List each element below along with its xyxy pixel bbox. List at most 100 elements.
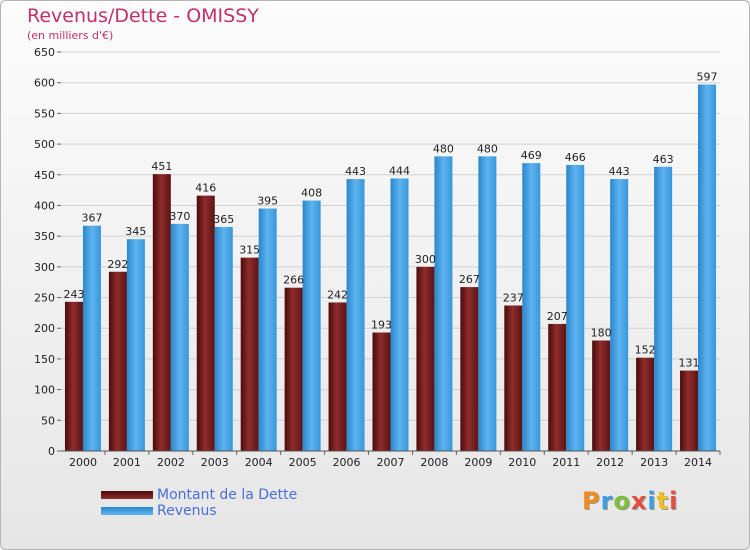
bar-revenue-2012	[610, 179, 629, 451]
data-label-debt-2007: 193	[371, 319, 392, 332]
legend-label-debt: Montant de la Dette	[157, 487, 298, 503]
y-tick-label: 200	[34, 322, 55, 335]
data-label-revenue-2000: 367	[81, 212, 102, 225]
bar-debt-2008	[416, 266, 435, 451]
data-label-debt-2003: 416	[195, 182, 216, 195]
x-tick-label: 2001	[113, 456, 141, 469]
y-tick-label: 600	[34, 77, 55, 90]
x-tick-label: 2007	[377, 456, 405, 469]
bar-debt-2010	[504, 305, 523, 451]
data-label-debt-2013: 152	[635, 344, 656, 357]
y-tick-label: 100	[34, 384, 55, 397]
bar-debt-2014	[680, 370, 699, 451]
data-label-debt-2012: 180	[591, 327, 612, 340]
data-label-revenue-2003: 365	[213, 213, 234, 226]
bar-revenue-2011	[566, 164, 585, 451]
x-tick-label: 2008	[420, 456, 448, 469]
bar-debt-2009	[460, 287, 479, 451]
bar-debt-2001	[108, 271, 127, 451]
y-tick-label: 250	[34, 292, 55, 305]
x-tick-label: 2003	[201, 456, 229, 469]
data-label-revenue-2011: 466	[565, 151, 586, 164]
data-label-revenue-2006: 443	[345, 165, 366, 178]
data-label-debt-2001: 292	[107, 258, 128, 271]
data-label-debt-2002: 451	[151, 160, 172, 173]
data-label-revenue-2005: 408	[301, 187, 322, 200]
bar-revenue-2003	[214, 226, 233, 451]
bar-debt-2013	[636, 357, 655, 451]
data-label-debt-2008: 300	[415, 253, 436, 266]
chart-subtitle: (en milliers d'€)	[27, 29, 114, 42]
data-label-revenue-2001: 345	[125, 225, 146, 238]
x-tick-label: 2002	[157, 456, 185, 469]
legend-swatch-revenue	[101, 507, 153, 515]
y-tick-label: 300	[34, 261, 55, 274]
y-tick-label: 0	[48, 445, 55, 458]
bar-debt-2006	[328, 302, 347, 451]
y-tick-label: 500	[34, 138, 55, 151]
y-tick-label: 650	[34, 46, 55, 59]
data-label-revenue-2008: 480	[433, 142, 454, 155]
bar-debt-2012	[592, 340, 611, 451]
data-label-debt-2009: 267	[459, 273, 480, 286]
x-tick-label: 2013	[640, 456, 668, 469]
bar-revenue-2007	[390, 178, 409, 451]
data-label-revenue-2009: 480	[477, 142, 498, 155]
data-labels: 243 367 292 345 451 370 416 365 315 395 266 408 242 4…	[63, 71, 717, 370]
bar-revenue-2001	[126, 239, 145, 451]
x-tick-label: 2010	[508, 456, 536, 469]
data-label-revenue-2004: 395	[257, 195, 278, 208]
bar-debt-2007	[372, 332, 391, 451]
bar-revenue-2009	[478, 156, 497, 451]
data-label-debt-2005: 266	[283, 274, 304, 287]
bar-revenue-2013	[654, 166, 673, 451]
bar-debt-2004	[240, 257, 259, 451]
data-label-debt-2014: 131	[679, 357, 700, 370]
bar-revenue-2006	[346, 179, 365, 451]
bar-debt-2002	[152, 174, 171, 451]
bars	[64, 84, 717, 452]
bar-revenue-2014	[698, 84, 717, 451]
data-label-revenue-2014: 597	[697, 71, 718, 84]
data-label-debt-2011: 207	[547, 310, 568, 323]
x-tick-label: 2012	[596, 456, 624, 469]
x-tick-label: 2004	[245, 456, 273, 469]
x-axis-ticks: 2000 2001 2002 2003 2004 2005 2006 2007 2008 2009…	[69, 451, 721, 469]
x-tick-label: 2006	[333, 456, 361, 469]
y-tick-label: 350	[34, 230, 55, 243]
data-label-revenue-2010: 469	[521, 149, 542, 162]
legend-label-revenue: Revenus	[157, 503, 217, 519]
data-label-debt-2010: 237	[503, 292, 524, 305]
y-tick-label: 450	[34, 169, 55, 182]
bar-debt-2011	[548, 323, 567, 451]
x-tick-label: 2005	[289, 456, 317, 469]
data-label-revenue-2007: 444	[389, 164, 410, 177]
data-label-debt-2006: 242	[327, 288, 348, 301]
bar-revenue-2002	[170, 223, 189, 451]
bar-debt-2003	[196, 195, 215, 451]
y-tick-label: 400	[34, 199, 55, 212]
data-label-revenue-2002: 370	[169, 210, 190, 223]
bar-revenue-2000	[82, 225, 101, 451]
bar-revenue-2008	[434, 156, 453, 451]
data-label-revenue-2012: 443	[609, 165, 630, 178]
x-tick-label: 2009	[464, 456, 492, 469]
data-label-debt-2004: 315	[239, 244, 260, 257]
chart-title: Revenus/Dette - OMISSY	[27, 5, 259, 27]
legend-swatch-debt	[101, 491, 153, 499]
bar-revenue-2010	[522, 163, 541, 452]
bar-revenue-2004	[258, 208, 277, 451]
y-tick-label: 550	[34, 107, 55, 120]
bar-revenue-2005	[302, 200, 321, 451]
data-label-debt-2000: 243	[63, 288, 84, 301]
x-tick-label: 2000	[69, 456, 97, 469]
proxiti-logo: Proxiti	[582, 487, 679, 515]
y-tick-label: 150	[34, 353, 55, 366]
y-axis-ticks: 0 50 100 150 200 250 300 350 400 450 500 550 600 650	[34, 46, 61, 458]
bar-debt-2005	[284, 287, 303, 451]
data-label-revenue-2013: 463	[653, 153, 674, 166]
x-tick-label: 2011	[552, 456, 580, 469]
x-tick-label: 2014	[684, 456, 712, 469]
